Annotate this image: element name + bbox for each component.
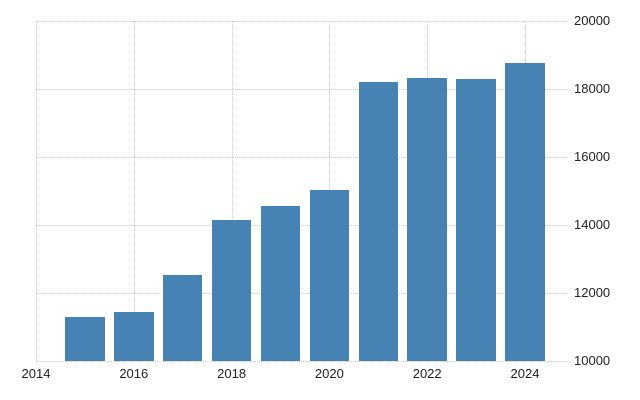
y-tick-label-10000: 10000 [574,353,611,368]
bar-2015[interactable] [65,317,105,361]
plot-area [36,21,568,362]
bar-2018[interactable] [211,219,252,361]
gridline-h-14000 [36,225,568,226]
y-tick-label-18000: 18000 [574,81,611,96]
gridline-h-16000 [36,157,568,158]
gridline-h-20000 [36,21,568,22]
x-tick-label-2020: 2020 [314,366,344,381]
bar-2020[interactable] [309,189,350,361]
x-tick-label-2018: 2018 [217,366,247,381]
gridline-v-2016 [133,21,135,361]
gridline-h-18000 [36,89,568,90]
y-tick-label-12000: 12000 [574,285,611,300]
x-tick-label-2024: 2024 [510,366,540,381]
bar-2019[interactable] [260,205,301,361]
bar-2021[interactable] [358,81,398,361]
x-tick-label-2014: 2014 [21,366,51,381]
bar-2016[interactable] [114,311,154,361]
y-tick-label-16000: 16000 [574,149,611,164]
x-tick-label-2016: 2016 [119,366,149,381]
bar-2017[interactable] [162,274,203,361]
x-tick-label-2022: 2022 [412,366,442,381]
gridline-h-12000 [36,293,568,294]
y-tick-label-14000: 14000 [574,217,611,232]
bar-2022[interactable] [407,77,447,361]
gridline-v-2014 [36,21,37,361]
y-tick-label-20000: 20000 [574,13,611,28]
gridline-v-2018 [231,21,233,361]
bar-2023[interactable] [456,78,496,361]
gridline-h-10000 [36,361,568,362]
bar-2024[interactable] [505,62,545,361]
